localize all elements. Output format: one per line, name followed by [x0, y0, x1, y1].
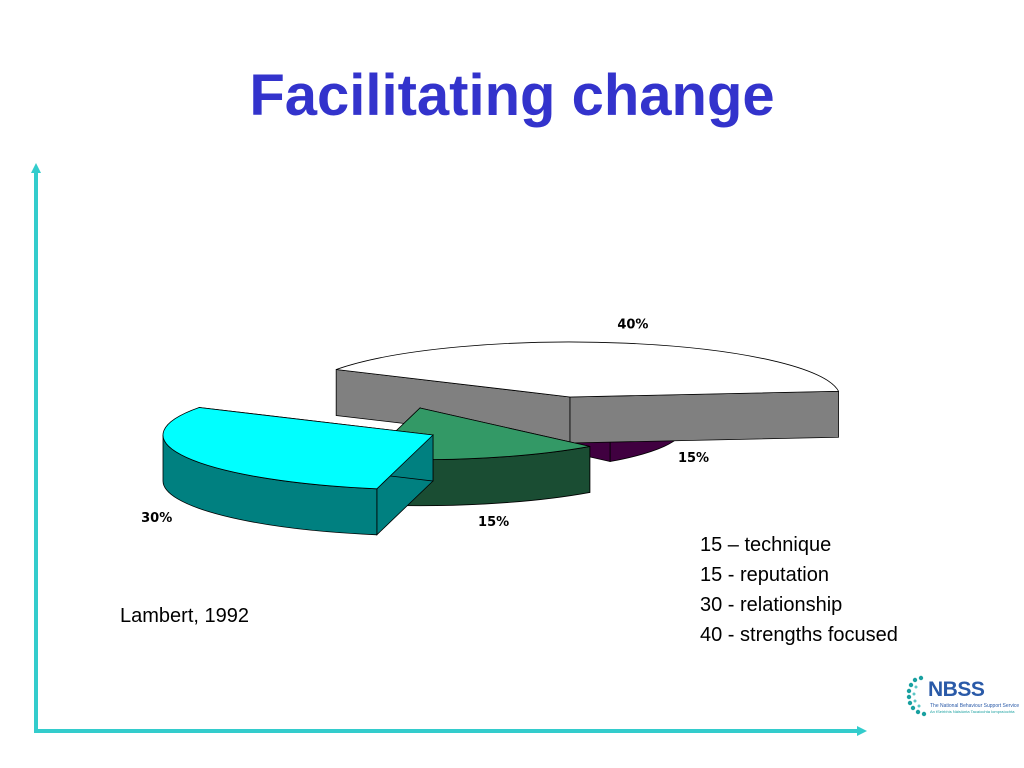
- pie-data-label: 15%: [478, 515, 509, 530]
- slide-title: Facilitating change: [249, 63, 775, 128]
- pie-data-labels: 15% 40% 15% 30%: [141, 318, 709, 530]
- pie-slice-3: [162, 407, 434, 536]
- logo-acronym: NBSS: [928, 678, 985, 701]
- key-item-technique: 15 – technique: [700, 534, 832, 556]
- pie-slices: [162, 341, 840, 536]
- logo-line-2: An tSeirbhís Náisiúnta Tacaíochta Iompra…: [930, 709, 1015, 714]
- logo-line-1: The National Behaviour Support Service: [930, 703, 1020, 709]
- pie-slice-top: [336, 341, 840, 398]
- citation: Lambert, 1992: [120, 605, 249, 627]
- pie-data-label: 15%: [678, 451, 709, 466]
- pie-data-label: 40%: [617, 318, 648, 333]
- pie-slice-top: [162, 407, 434, 490]
- key-list: 15 – technique 15 - reputation 30 - rela…: [700, 530, 898, 650]
- pie-slice-0: [335, 341, 840, 444]
- pie-slice-wall: [569, 390, 839, 444]
- key-item-relationship: 30 - relationship: [700, 594, 843, 616]
- pie-data-label: 30%: [141, 511, 172, 526]
- key-item-reputation: 15 - reputation: [700, 564, 829, 586]
- nbss-logo: NBSS The National Behaviour Support Serv…: [906, 672, 1020, 720]
- logo-dots-icon: [906, 675, 927, 717]
- key-item-strengths: 40 - strengths focused: [700, 624, 898, 646]
